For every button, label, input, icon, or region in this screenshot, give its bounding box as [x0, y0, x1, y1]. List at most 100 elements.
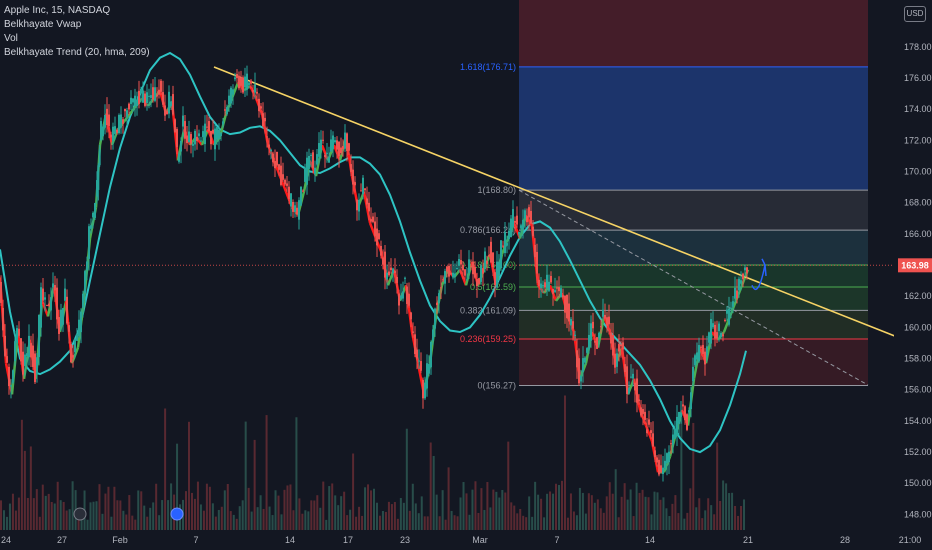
candle-body	[726, 309, 728, 314]
volume-bar	[608, 482, 611, 530]
volume-bar	[190, 492, 193, 530]
candle-body	[458, 259, 460, 266]
candle-body	[456, 267, 458, 269]
volume-bar	[349, 509, 352, 530]
candle-body	[292, 201, 294, 212]
volume-bar	[632, 516, 635, 530]
candle-body	[384, 251, 386, 278]
volume-bar	[605, 496, 608, 530]
candle-body	[374, 221, 376, 237]
volume-bar	[2, 510, 5, 530]
candle-body	[406, 286, 408, 304]
candle-body	[562, 295, 564, 298]
volume-bar	[614, 469, 617, 530]
volume-bar	[352, 453, 355, 530]
candle-body	[266, 136, 268, 138]
volume-bar	[516, 513, 519, 530]
candle-body	[328, 156, 330, 163]
volume-bar	[164, 408, 167, 530]
volume-bar	[578, 487, 581, 530]
volume-bar	[411, 483, 414, 530]
candle-body	[492, 252, 494, 268]
volume-bar	[337, 505, 340, 530]
volume-bar	[199, 504, 202, 530]
candle-body	[158, 89, 160, 95]
volume-bar	[629, 489, 632, 530]
volume-bar	[420, 496, 423, 530]
candle-body	[364, 188, 366, 191]
volume-bar	[734, 506, 737, 530]
candle-body	[152, 87, 154, 100]
volume-bar	[158, 515, 161, 530]
candle-body	[464, 269, 466, 276]
candle-body	[488, 255, 490, 257]
candle-body	[596, 337, 598, 349]
candle-body	[222, 121, 224, 125]
candle-body	[184, 121, 186, 139]
candle-body	[2, 307, 4, 331]
candle-body	[70, 344, 72, 363]
candle-body	[526, 216, 528, 223]
volume-bar	[465, 493, 468, 530]
currency-button[interactable]: USD	[904, 6, 926, 22]
volume-bar	[152, 502, 155, 530]
candle-body	[678, 411, 680, 424]
dividend-icon[interactable]	[170, 507, 184, 521]
fib-label: 1.618(176.71)	[460, 62, 516, 72]
volume-bar	[408, 510, 411, 530]
candle-body	[258, 98, 260, 112]
candle-body	[26, 353, 28, 357]
earnings-icon[interactable]	[73, 507, 87, 521]
candle-body	[72, 355, 74, 358]
candle-body	[468, 259, 470, 273]
candle-body	[568, 303, 570, 322]
candle-body	[348, 143, 350, 151]
candle-body	[578, 358, 580, 384]
candle-body	[702, 345, 704, 355]
volume-bar	[471, 489, 474, 530]
time-tick-label: 17	[343, 535, 353, 545]
candle-body	[718, 323, 720, 332]
indicator-vwap[interactable]: Belkhayate Vwap	[4, 19, 82, 30]
volume-bar	[125, 514, 128, 530]
last-price-badge	[898, 258, 932, 273]
volume-bar	[211, 503, 214, 530]
candle-body	[688, 410, 690, 413]
candle-body	[160, 80, 162, 92]
candle-body	[146, 92, 148, 104]
candle-body	[162, 92, 164, 105]
fib-label: 0.786(166.24)	[460, 225, 516, 235]
candle-body	[712, 323, 714, 328]
price-axis-bg	[894, 0, 932, 550]
candle-body	[344, 132, 346, 149]
symbol-title[interactable]: Apple Inc, 15, NASDAQ	[4, 5, 111, 16]
volume-bar	[447, 467, 450, 530]
volume-bar	[543, 517, 546, 530]
candle-body	[608, 316, 610, 325]
volume-bar	[205, 483, 208, 530]
candle-body	[288, 186, 290, 199]
candle-body	[532, 226, 534, 236]
candle-body	[544, 282, 546, 288]
volume-bar	[596, 499, 599, 530]
volume-bar	[611, 493, 614, 530]
resistance-trendline[interactable]	[213, 66, 932, 352]
indicator-trend[interactable]: Belkhayate Trend (20, hma, 209)	[4, 47, 150, 58]
candle-body	[494, 272, 496, 285]
candle-body	[22, 351, 24, 375]
candle-body	[126, 110, 128, 117]
candle-body	[598, 332, 600, 339]
volume-bar	[95, 501, 98, 530]
candle-body	[426, 363, 428, 389]
candle-body	[330, 139, 332, 152]
volume-bar	[161, 500, 164, 530]
time-tick-label: 14	[645, 535, 655, 545]
candle-body	[708, 332, 710, 343]
price-tick-label: 172.00	[904, 135, 932, 145]
candle-body	[616, 353, 618, 367]
volume-bar	[32, 498, 35, 530]
volume-bar	[256, 507, 259, 530]
candle-body	[34, 353, 36, 383]
indicator-vol[interactable]: Vol	[4, 33, 18, 44]
